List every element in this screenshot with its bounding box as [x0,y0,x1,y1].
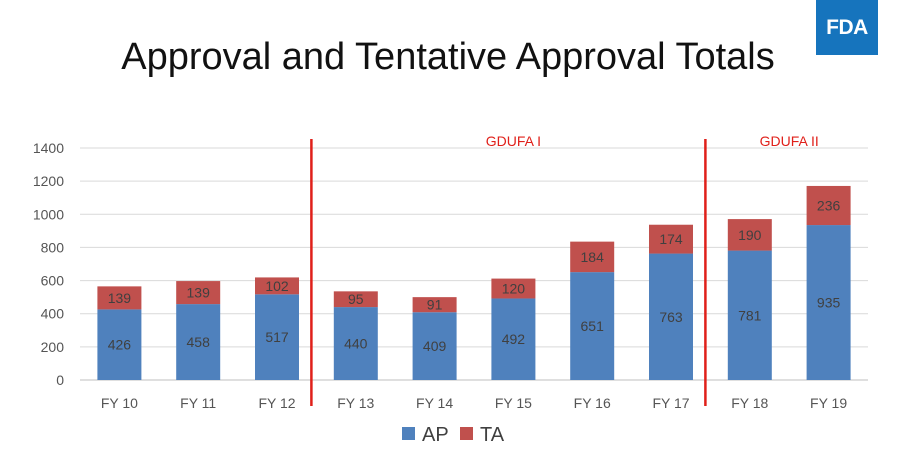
y-tick-label: 0 [56,372,64,388]
data-label-ta: 174 [659,231,683,247]
data-label-ap: 781 [738,307,762,323]
data-label-ap: 651 [581,318,605,334]
data-label-ap: 935 [817,295,841,311]
y-tick-label: 200 [41,339,65,355]
period-label: GDUFA I [486,133,541,149]
data-label-ap: 517 [265,329,289,345]
data-label-ta: 102 [265,278,289,294]
data-label-ta: 91 [427,297,443,313]
data-label-ta: 190 [738,227,762,243]
data-label-ap: 458 [187,334,211,350]
x-tick-label: FY 15 [495,395,532,411]
x-tick-label: FY 17 [652,395,689,411]
x-tick-label: FY 16 [574,395,611,411]
bar-ta [255,277,299,295]
bar-ap [97,309,142,380]
x-tick-label: FY 13 [337,395,374,411]
data-label-ta: 95 [348,291,364,307]
x-tick-label: FY 14 [416,395,453,411]
bar-ta [727,219,772,251]
bar-ta [97,286,142,310]
x-tick-label: FY 12 [258,395,295,411]
fda-logo: FDA [816,0,878,55]
bar-ta [806,185,851,226]
period-label: GDUFA II [760,133,819,149]
bar-ap [491,298,536,380]
data-label-ta: 120 [502,281,526,297]
data-label-ta: 139 [187,285,211,301]
x-tick-label: FY 11 [180,395,216,411]
x-tick-label: FY 10 [101,395,138,411]
bar-ap [570,272,615,380]
x-tick-label: FY 18 [731,395,768,411]
legend-swatch-ta [460,427,473,440]
page-title: Approval and Tentative Approval Totals [121,36,775,78]
legend-label-ap: AP [422,424,449,446]
y-tick-label: 1000 [33,206,64,222]
legend-swatch-ap [402,427,415,440]
bar-ap [333,307,378,380]
data-label-ap: 763 [659,309,683,325]
y-tick-label: 1400 [33,140,64,156]
data-label-ap: 492 [502,331,526,347]
y-tick-label: 600 [41,273,65,289]
data-label-ap: 440 [344,336,368,352]
bar-ap [176,304,221,380]
bar-ta [333,291,378,308]
bar-ap [412,312,457,380]
y-tick-label: 1200 [33,173,64,189]
bar-ap [806,225,851,380]
bar-ap [649,253,693,380]
data-label-ta: 184 [581,249,605,265]
bar-ta [491,278,536,299]
data-label-ap: 409 [423,338,447,354]
y-tick-label: 400 [41,306,65,322]
data-label-ta: 139 [108,290,132,306]
bar-ap [727,250,772,380]
y-tick-label: 800 [41,239,65,255]
data-label-ap: 426 [108,337,132,353]
bar-ap [255,294,299,380]
x-tick-label: FY 19 [810,395,847,411]
legend-label-ta: TA [480,424,505,446]
bar-ta [649,224,693,254]
bar-ta [176,281,221,305]
bar-ta [412,297,457,313]
bar-ta [570,241,615,273]
data-label-ta: 236 [817,198,841,214]
